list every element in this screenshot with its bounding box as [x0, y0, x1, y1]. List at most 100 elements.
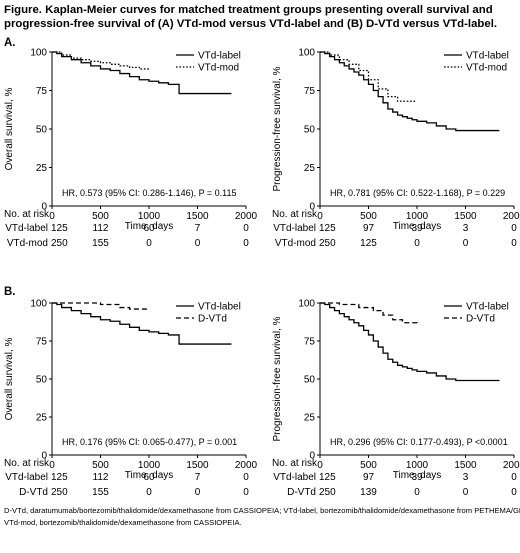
chart-4-curve-d-vtd — [320, 302, 418, 325]
chart-4-risk-value: 39 — [411, 472, 423, 483]
chart-1-x-tick-label: 2000 — [235, 211, 258, 222]
chart-1-risk-value: 112 — [93, 223, 109, 234]
chart-4-risk-header: No. at risk — [272, 458, 318, 469]
chart-2-x-tick-label: 0 — [317, 211, 323, 222]
chart-4-y-tick-label: 0 — [309, 451, 315, 462]
chart-2-risk-row-label: VTd-label — [273, 223, 316, 234]
footnote-line-1: D-VTd, daratumumab/bortezomib/thalidomid… — [4, 506, 520, 515]
chart-4-legend-label: VTd-label — [466, 302, 509, 313]
chart-2-risk-value: 0 — [511, 238, 517, 249]
chart-4-risk-row-label: D-VTd — [287, 487, 316, 498]
chart-1-risk-header: No. at risk — [4, 209, 50, 220]
chart-3-y-tick-label: 0 — [41, 451, 47, 462]
chart-4-y-tick-label: 25 — [304, 413, 316, 424]
chart-4-x-tick-label: 1000 — [406, 460, 429, 471]
chart-3-risk-value: 155 — [92, 487, 109, 498]
chart-4-risk-value: 139 — [360, 487, 377, 498]
chart-4-risk-value: 97 — [363, 472, 375, 483]
chart-3-x-axis-label: Time, days — [125, 470, 174, 481]
chart-2-x-tick-label: 1500 — [454, 211, 477, 222]
chart-2-risk-value: 125 — [319, 223, 336, 234]
chart-3-risk-value: 7 — [195, 472, 201, 483]
chart-3-legend-label: D-VTd — [198, 314, 227, 325]
chart-4-y-axis-label: Progression-free survival, % — [272, 316, 283, 441]
chart-1-x-axis-label: Time, days — [125, 221, 174, 232]
chart-4-risk-value: 0 — [511, 487, 517, 498]
chart-3-x-tick-label: 500 — [92, 460, 109, 471]
chart-4-hazard-ratio-text: HR, 0.296 (95% CI: 0.177-0.493), P <0.00… — [330, 437, 508, 447]
chart-3-y-tick-label: 50 — [36, 375, 48, 386]
chart-2-y-tick-label: 75 — [304, 86, 316, 97]
chart-4-risk-row-label: VTd-label — [273, 472, 316, 483]
chart-1-risk-value: 125 — [51, 223, 68, 234]
chart-4-risk-value: 0 — [463, 487, 469, 498]
chart-3-x-tick-label: 2000 — [235, 460, 258, 471]
chart-2-y-tick-label: 50 — [304, 125, 316, 136]
chart-3-curve-vtd-label — [52, 302, 232, 345]
chart-4-risk-value: 0 — [511, 472, 517, 483]
chart-3-y-tick-label: 75 — [36, 337, 48, 348]
chart-1-risk-value: 0 — [195, 238, 201, 249]
chart-2-risk-value: 125 — [360, 238, 377, 249]
chart-3-risk-row-label: VTd-label — [5, 472, 48, 483]
chart-2-x-axis-label: Time, days — [393, 221, 442, 232]
chart-4-x-axis-label: Time, days — [393, 470, 442, 481]
chart-3-curve-d-vtd — [52, 302, 149, 310]
chart-1-y-axis-label: Overall survival, % — [4, 88, 15, 171]
chart-2-hazard-ratio-text: HR, 0.781 (95% CI: 0.522-1.168), P = 0.2… — [330, 188, 505, 198]
chart-3-risk-value: 0 — [243, 487, 249, 498]
chart-2-y-tick-label: 25 — [304, 163, 316, 174]
chart-2-risk-value: 0 — [463, 238, 469, 249]
chart-4-risk-value: 3 — [463, 472, 469, 483]
chart-2-risk-row-label: VTd-mod — [275, 238, 316, 249]
panel-label-a: A. — [4, 37, 16, 49]
chart-3-risk-header: No. at risk — [4, 458, 50, 469]
chart-1-y-tick-label: 100 — [30, 48, 47, 59]
chart-1-risk-value: 155 — [92, 238, 109, 249]
chart-1-risk-row-label: VTd-label — [5, 223, 48, 234]
footnote-line-2: VTd-mod, bortezomib/thalidomide/dexameth… — [4, 518, 242, 527]
chart-4-risk-value: 0 — [414, 487, 420, 498]
chart-4-legend-label: D-VTd — [466, 314, 495, 325]
chart-1-risk-value: 0 — [243, 238, 249, 249]
chart-2-x-tick-label: 2000 — [503, 211, 520, 222]
chart-3-risk-value: 0 — [243, 472, 249, 483]
chart-1-hazard-ratio-text: HR, 0.573 (95% CI: 0.286-1.146), P = 0.1… — [62, 188, 237, 198]
chart-1-legend-label: VTd-label — [198, 51, 241, 62]
chart-3-y-tick-label: 100 — [30, 299, 47, 310]
panel-label-b: B. — [4, 286, 16, 298]
chart-4-x-tick-label: 2000 — [503, 460, 520, 471]
chart-1-x-tick-label: 0 — [49, 211, 55, 222]
chart-1-y-tick-label: 75 — [36, 86, 48, 97]
chart-3-risk-value: 0 — [195, 487, 201, 498]
chart-2-risk-header: No. at risk — [272, 209, 318, 220]
chart-2-risk-value: 39 — [411, 223, 423, 234]
chart-3-risk-value: 0 — [146, 487, 152, 498]
figure-footnote: D-VTd, daratumumab/bortezomib/thalidomid… — [4, 505, 520, 529]
chart-1-risk-value: 0 — [243, 223, 249, 234]
chart-4-risk-value: 250 — [319, 487, 336, 498]
chart-1-x-tick-label: 1000 — [138, 211, 161, 222]
chart-1-x-tick-label: 500 — [92, 211, 109, 222]
chart-4-y-tick-label: 75 — [304, 337, 316, 348]
chart-3-x-tick-label: 1500 — [186, 460, 209, 471]
chart-3-risk-row-label: D-VTd — [19, 487, 48, 498]
chart-2-risk-value: 0 — [511, 223, 517, 234]
chart-2-x-tick-label: 500 — [360, 211, 377, 222]
chart-2-y-tick-label: 0 — [309, 202, 315, 213]
chart-2-y-axis-label: Progression-free survival, % — [272, 66, 283, 191]
chart-2-y-tick-label: 100 — [298, 48, 315, 59]
chart-1-risk-value: 7 — [195, 223, 201, 234]
chart-3-risk-value: 250 — [51, 487, 68, 498]
chart-1-x-tick-label: 1500 — [186, 211, 209, 222]
chart-2-risk-value: 97 — [363, 223, 375, 234]
chart-1-y-tick-label: 0 — [41, 202, 47, 213]
chart-4-risk-value: 125 — [319, 472, 336, 483]
chart-2-risk-value: 0 — [414, 238, 420, 249]
chart-1-risk-row-label: VTd-mod — [7, 238, 48, 249]
chart-3-hazard-ratio-text: HR, 0.176 (95% CI: 0.065-0.477), P = 0.0… — [62, 437, 237, 447]
chart-1-legend-label: VTd-mod — [198, 63, 239, 74]
chart-4-y-tick-label: 100 — [298, 299, 315, 310]
chart-1-curve-vtd-mod — [52, 51, 149, 70]
chart-1-y-tick-label: 25 — [36, 163, 48, 174]
